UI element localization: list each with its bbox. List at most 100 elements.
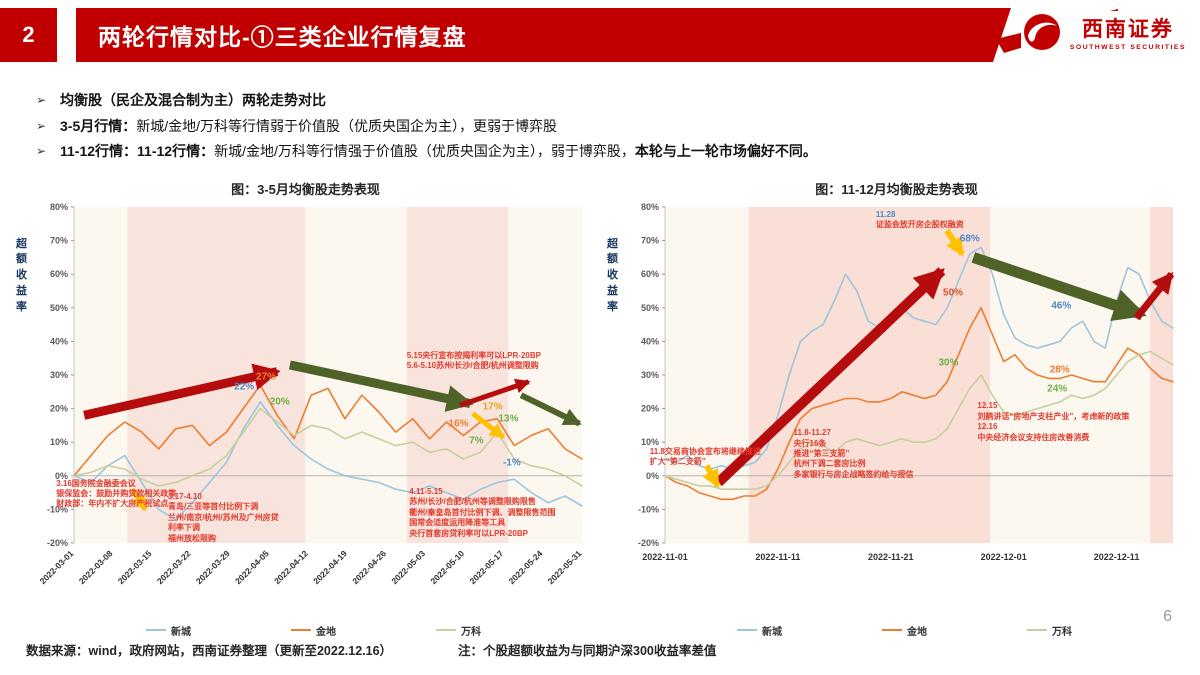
event-arrow-yellow	[944, 228, 965, 256]
y-tick-label: -10%	[47, 504, 68, 514]
logo-cn-text: 西南证券	[1081, 17, 1174, 41]
slide-number: 2	[0, 8, 57, 62]
series-line-新城	[73, 400, 583, 520]
legend: 新城 金地 万科	[14, 623, 597, 638]
x-tick-label: 2022-04-19	[311, 548, 349, 586]
y-tick-label: 70%	[641, 235, 659, 245]
legend-item: 新城	[737, 623, 782, 638]
series-line-金地	[664, 306, 1174, 500]
plot-wrap: 超额收益率 80% 70% 60% 50% 40% 30% 20% 10% 0% -10% -20%…	[605, 199, 1188, 623]
x-tick-label: 2022-11-01	[642, 552, 688, 562]
bullet-arrow-icon: ➢	[36, 93, 47, 107]
legend-item: 金地	[882, 623, 927, 638]
legend-item: 万科	[436, 623, 481, 638]
chart-title: 图：3-5月均衡股走势表现	[231, 181, 380, 197]
x-tick-label: 2022-04-26	[350, 548, 388, 586]
bullet-text: 均衡股（民企及混合制为主）两轮走势对比	[60, 92, 326, 110]
trend-arrow-up-red-small	[459, 378, 531, 408]
legend-swatch	[1027, 629, 1047, 631]
x-tick-label: 2022-04-12	[272, 548, 310, 586]
legend-swatch	[882, 629, 902, 631]
legend-label: 新城	[762, 626, 782, 638]
y-tick-label: 50%	[50, 302, 68, 312]
x-tick-label: 2022-12-01	[981, 552, 1027, 562]
page-title: 两轮行情对比-①三类企业行情复盘	[98, 24, 467, 50]
x-tick-label: 2022-12-11	[1094, 552, 1140, 562]
legend-swatch	[291, 629, 311, 631]
logo-swirl-icon	[1023, 14, 1060, 50]
y-tick-label: -10%	[638, 504, 659, 514]
event-arrow-yellow	[130, 487, 148, 511]
bullet-segment: 11-12行情：11-12行情：	[60, 143, 215, 159]
x-tick-label: 2022-05-03	[389, 548, 427, 586]
bullet-segment: 本轮与上一轮市场偏好不同。	[634, 143, 817, 159]
y-tick-label: 80%	[641, 202, 659, 212]
chart-svg: 80%70%60%50%40%30%20%10%0%-10%-20%2022-0…	[38, 202, 584, 586]
bullet-item: ➢ 均衡股（民企及混合制为主）两轮走势对比	[36, 92, 1170, 110]
x-tick-label: 2022-11-21	[868, 552, 914, 562]
trend-arrow-up-red-small	[1133, 271, 1175, 320]
trend-arrow-up-red	[83, 363, 281, 420]
trend-arrow-down-green-small	[519, 391, 582, 426]
x-tick-label: 2022-05-31	[546, 548, 584, 586]
y-tick-label: 20%	[50, 403, 68, 413]
x-tick-label: 2022-05-10	[428, 548, 466, 586]
bullet-segment: 3-5月行情：	[60, 117, 137, 134]
y-tick-label: 10%	[641, 437, 659, 447]
legend-swatch	[436, 629, 456, 631]
bullet-segment: 新城/金地/万科等行情强于价值股（优质央国企为主），弱于博弈股，	[214, 143, 635, 159]
bullet-item: ➢ 11-12行情：11-12行情：新城/金地/万科等行情强于价值股（优质央国企为…	[36, 143, 1170, 161]
y-axis-label: 超额收益率	[607, 237, 618, 314]
x-tick-label: 2022-05-17	[467, 548, 505, 586]
series-line-万科	[664, 350, 1174, 490]
y-tick-label: 30%	[50, 370, 68, 380]
event-arrow-yellow-2	[471, 411, 505, 439]
footer: 数据来源：wind，政府网站，西南证券整理（更新至2022.12.16） 注：个…	[0, 638, 1200, 659]
legend: 新城 金地 万科	[605, 623, 1188, 638]
highlight-band	[748, 206, 991, 543]
charts-row: 图：3-5月均衡股走势表现 超额收益率 80% 70% 60% 50% 40% 30% 20…	[0, 173, 1200, 638]
highlight-band	[1150, 206, 1173, 543]
trend-arrow-up-red	[714, 266, 946, 486]
series-line-金地	[73, 383, 583, 477]
y-tick-label: 30%	[641, 370, 659, 380]
legend-label: 万科	[1052, 626, 1072, 638]
bullet-arrow-icon: ➢	[36, 144, 47, 158]
legend-label: 金地	[316, 626, 336, 638]
logo-text: 西南证券 SOUTHWEST SECURITIES	[1070, 13, 1186, 51]
legend-label: 金地	[907, 626, 927, 638]
x-tick-label: 2022-11-11	[755, 552, 800, 562]
x-tick-label: 2022-04-05	[233, 548, 271, 586]
y-tick-label: -20%	[47, 538, 68, 548]
legend-item: 万科	[1027, 623, 1072, 638]
y-tick-label: 50%	[641, 302, 659, 312]
page-number: 6	[1163, 608, 1172, 625]
bullet-segment: 均衡股（民企及混合制为主）两轮走势对比	[60, 92, 326, 108]
chart-panel-mar-may: 图：3-5月均衡股走势表现 超额收益率 80% 70% 60% 50% 40% 30% 20…	[14, 179, 597, 638]
series-line-新城	[664, 245, 1174, 470]
y-tick-label: 20%	[641, 403, 659, 413]
x-tick-label: 2022-03-15	[116, 548, 154, 586]
bullet-list: ➢ 均衡股（民企及混合制为主）两轮走势对比 ➢ 3-5月行情：新城/金地/万科等行情弱…	[0, 72, 1200, 173]
x-tick-label: 2022-03-29	[194, 548, 232, 586]
legend-item: 新城	[146, 623, 191, 638]
chart-panel-nov-dec: 图：11-12月均衡股走势表现 超额收益率 80% 70% 6 0% 50% 40% 30%…	[605, 179, 1188, 638]
chart-svg: 80% 70% 60% 50% 40% 30% 20% 10% 0% -10% -20% 2022-1…	[638, 202, 1175, 562]
x-tick-label: 2022-05-24	[507, 548, 545, 586]
y-tick-label: 60%	[50, 269, 68, 279]
bullet-arrow-icon: ➢	[36, 118, 47, 133]
chart-title: 图：11-12月均衡股走势表现	[815, 181, 978, 197]
legend-label: 新城	[171, 626, 191, 638]
trend-arrow-down-green	[288, 360, 474, 412]
bullet-text: 3-5月行情：新城/金地/万科等行情弱于价值股（优质央国企为主），更弱于博弈股	[60, 118, 557, 136]
bullet-segment: 新城/金地/万科等行情弱于价值股（优质央国企为主），更弱于博弈股	[136, 117, 558, 134]
plot-area: 80% 70% 60% 50% 40% 30% 20% 10% 0% -10% -20% 2022-0…	[30, 199, 590, 623]
y-tick-label: 40%	[641, 336, 659, 346]
trend-arrow-down-green	[971, 251, 1147, 321]
y-tick-label: 0%	[646, 470, 659, 480]
y-tick-label: 10%	[50, 437, 68, 447]
y-tick-label: 0%	[55, 470, 68, 480]
y-tick-label: -20%	[638, 538, 659, 548]
highlight-band	[406, 206, 509, 543]
x-tick-label: 2022-03-08	[77, 548, 115, 586]
